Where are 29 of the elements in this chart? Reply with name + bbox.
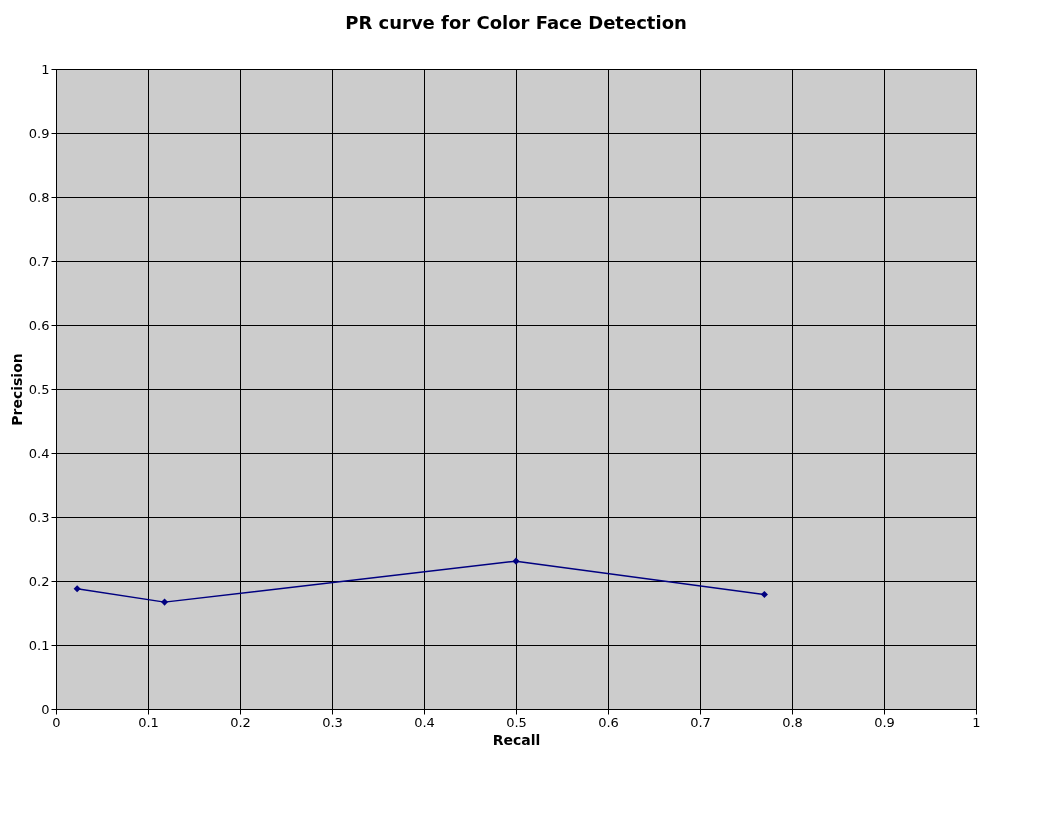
x-tick-label: 0.3 xyxy=(322,714,343,730)
x-tick-label: 0.7 xyxy=(690,714,711,730)
point xyxy=(161,598,169,606)
point xyxy=(512,557,520,565)
y-tick-label: 0.6 xyxy=(28,317,50,333)
point xyxy=(73,585,81,593)
y-axis-title: Precision xyxy=(8,353,25,426)
x-tick-label: 0.2 xyxy=(230,714,251,730)
x-tick-label: 0.5 xyxy=(506,714,527,730)
x-axis-title: Recall xyxy=(492,731,541,748)
x-tick-label: 0.9 xyxy=(874,714,895,730)
y-tick-label: 1 xyxy=(41,61,50,77)
y-tick-label: 0.2 xyxy=(28,573,50,589)
x-tick-label: 0.6 xyxy=(598,714,619,730)
y-tick-label: 0.7 xyxy=(28,253,50,269)
chart-title: PR curve for Color Face Detection xyxy=(345,12,687,33)
x-tick-label: 0 xyxy=(52,714,61,730)
y-tick-label: 0.3 xyxy=(28,509,50,525)
y-tick-label: 0.8 xyxy=(28,189,50,205)
x-tick-label: 0.4 xyxy=(414,714,435,730)
y-tick-label: 0.1 xyxy=(28,637,50,653)
y-tick-label: 0.4 xyxy=(28,445,50,461)
y-tick-label: 0.9 xyxy=(28,125,50,141)
y-tick-label: 0 xyxy=(41,701,50,717)
x-tick-label: 0.1 xyxy=(138,714,159,730)
x-tick-label: 1 xyxy=(972,714,981,730)
point xyxy=(760,590,768,598)
x-tick-label: 0.8 xyxy=(782,714,803,730)
y-tick-label: 0.5 xyxy=(28,381,50,397)
